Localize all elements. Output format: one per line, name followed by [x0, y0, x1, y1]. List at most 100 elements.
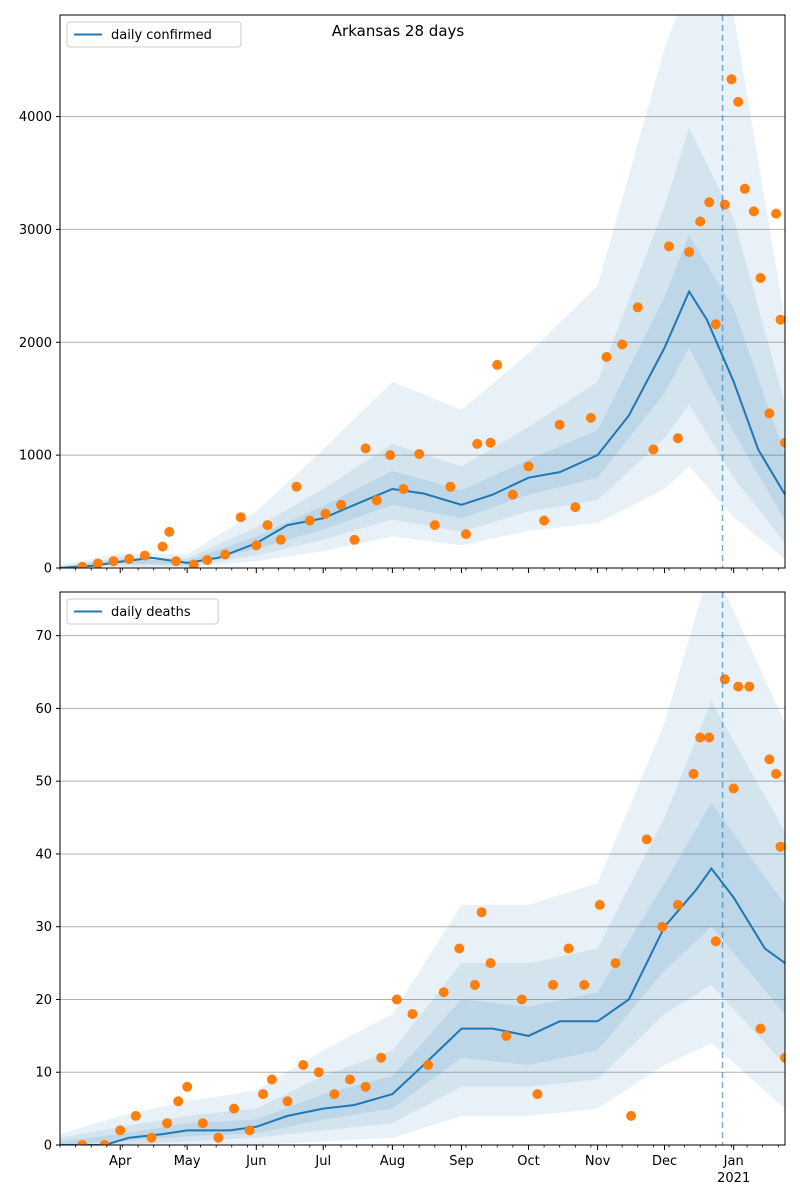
deaths-band-outer [60, 592, 785, 1145]
deaths-data-point [197, 1118, 208, 1129]
confirmed-data-point [664, 241, 674, 252]
confirmed-data-point [492, 359, 503, 370]
confirmed-data-point [617, 339, 628, 350]
deaths-ytick-label: 30 [35, 920, 52, 935]
confirmed-data-point [171, 556, 181, 567]
confirmed-fitted-line [60, 289, 785, 568]
confirmed-data-point [780, 437, 785, 448]
deaths-data-point [579, 979, 590, 990]
deaths-data-point [391, 994, 402, 1005]
deaths-data-point [594, 899, 605, 910]
confirmed-band-inner [60, 235, 785, 568]
deaths-data-point [345, 1074, 355, 1085]
confirmed-band-outer [60, 15, 785, 568]
deaths-data-point [360, 1081, 371, 1092]
confirmed-data-point [414, 449, 425, 459]
deaths-xtick-label: Jan [723, 1154, 744, 1169]
deaths-data-point [755, 1023, 766, 1034]
deaths-data-point [563, 943, 574, 954]
confirmed-data-point [739, 183, 750, 194]
confirmed-data-point [461, 529, 471, 540]
deaths-data-point [476, 907, 487, 918]
deaths-xtick-label: Jul [314, 1154, 331, 1169]
confirmed-data-point [220, 549, 231, 560]
deaths-data-point [407, 1009, 418, 1019]
deaths-ytick-label: 10 [35, 1066, 52, 1081]
deaths-data-point [532, 1089, 543, 1100]
confirmed-data-point [704, 197, 715, 208]
confirmed-data-point [360, 443, 371, 454]
confirmed-data-point [445, 481, 456, 492]
confirmed-data-point [733, 96, 744, 107]
deaths-data-point [771, 768, 782, 779]
deaths-ytick-label: 20 [35, 993, 52, 1008]
deaths-data-point [182, 1081, 193, 1092]
confirmed-data-point [251, 540, 262, 551]
confirmed-data-point [539, 515, 550, 526]
deaths-data-point [130, 1110, 141, 1121]
confirmed-data-point [202, 555, 213, 566]
deaths-data-point [501, 1030, 512, 1041]
confirmed-data-point [748, 206, 759, 217]
deaths-xtick-label: Dec [652, 1154, 677, 1169]
confirmed-data-point [485, 437, 496, 448]
confirmed-data-point [157, 541, 168, 552]
deaths-data-point [146, 1132, 157, 1143]
confirmed-data-point [601, 352, 612, 362]
confirmed-data-point [764, 408, 775, 419]
confirmed-data-point [554, 419, 565, 430]
deaths-data-point [162, 1118, 173, 1129]
confirmed-ytick-label: 4000 [19, 110, 52, 125]
deaths-ytick-label: 70 [35, 629, 52, 644]
deaths-xtick-label: Sep [449, 1154, 474, 1169]
confirmed-data-point [726, 74, 737, 85]
deaths-panel: 0 10 20 30 40 50 60 70 Apr May Jun Jul Aug Sep Oct Nov D… [35, 591, 786, 1186]
deaths-axes-frame [59, 591, 786, 1146]
confirmed-data-point [262, 520, 273, 531]
confirmed-data-point [349, 534, 360, 545]
confirmed-data-point [304, 515, 315, 526]
confirmed-data-point [472, 438, 483, 449]
deaths-data-point [423, 1060, 434, 1070]
deaths-band-inner [60, 803, 785, 1145]
deaths-data-point [266, 1074, 277, 1085]
confirmed-data-point [710, 319, 721, 330]
confirmed-data-point [124, 554, 135, 564]
confirmed-data-point [92, 558, 103, 568]
confirmed-panel: 0 1000 2000 3000 4000 daily confirmed [19, 14, 786, 577]
confirmed-plot-area [60, 15, 785, 568]
deaths-data-point [298, 1060, 309, 1070]
confirmed-data-point [755, 273, 766, 283]
deaths-data-point [744, 681, 755, 692]
deaths-data-point [376, 1052, 387, 1063]
deaths-data-point [780, 1052, 785, 1063]
deaths-data-point [173, 1096, 184, 1107]
figure-title: Arkansas 28 days [332, 22, 465, 40]
deaths-xtick-label: Apr [109, 1154, 132, 1169]
confirmed-data-point [235, 512, 246, 523]
year-label: 2021 [717, 1171, 750, 1186]
deaths-data-point [610, 958, 621, 969]
confirmed-data-point [523, 461, 534, 472]
deaths-data-point [99, 1140, 110, 1145]
deaths-band-mid [60, 701, 785, 1145]
deaths-data-point [719, 674, 730, 685]
deaths-data-point [775, 841, 785, 852]
deaths-data-point [229, 1103, 239, 1114]
confirmed-data-point [108, 556, 119, 567]
deaths-data-point [454, 943, 465, 954]
deaths-xtick-label: May [174, 1154, 201, 1169]
deaths-data-point [77, 1140, 88, 1145]
confirmed-ytick-label: 1000 [19, 449, 52, 464]
deaths-legend-box [66, 598, 219, 625]
confirmed-data-point [336, 499, 347, 510]
deaths-data-point [115, 1125, 126, 1136]
confirmed-data-point [385, 450, 396, 461]
deaths-xtick-label: Jun [245, 1154, 266, 1169]
deaths-data-point [548, 979, 558, 990]
confirmed-axes-frame [59, 14, 786, 569]
confirmed-data-point [719, 199, 730, 210]
deaths-data-point [728, 783, 739, 794]
deaths-data-point [516, 994, 527, 1005]
deaths-ytick-label: 50 [35, 775, 52, 790]
